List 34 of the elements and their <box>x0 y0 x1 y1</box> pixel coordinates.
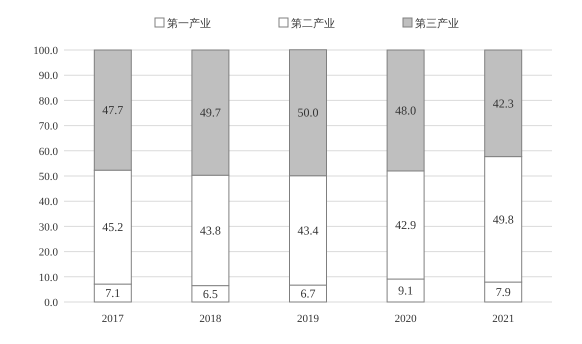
x-tick-label: 2021 <box>492 313 514 325</box>
x-tick-label: 2020 <box>394 313 418 325</box>
data-label: 7.9 <box>496 285 511 300</box>
y-tick-label: 100.0 <box>33 45 58 57</box>
data-label: 43.4 <box>298 223 318 238</box>
y-tick-label: 70.0 <box>38 120 58 133</box>
data-label: 43.8 <box>200 223 221 238</box>
data-label: 6.5 <box>202 286 218 301</box>
y-tick-label: 50.0 <box>38 171 58 183</box>
x-tick-label: 2019 <box>297 313 320 325</box>
data-label: 7.1 <box>105 286 120 300</box>
y-tick-label: 60.0 <box>38 146 58 158</box>
legend-label: 第三产业 <box>415 17 459 30</box>
data-label: 48.0 <box>395 103 416 118</box>
y-tick-label: 40.0 <box>38 196 58 208</box>
data-label: 45.2 <box>102 220 124 234</box>
y-tick-label: 20.0 <box>38 246 58 259</box>
y-tick-label: 0.0 <box>44 297 58 309</box>
x-tick-label: 2018 <box>199 313 222 325</box>
x-tick-label: 2017 <box>102 313 124 325</box>
data-label: 42.3 <box>492 96 514 110</box>
data-label: 9.1 <box>398 284 414 298</box>
legend-label: 第一产业 <box>167 17 211 30</box>
data-label: 6.7 <box>300 286 316 301</box>
data-label: 42.9 <box>395 218 416 232</box>
data-label: 47.7 <box>102 103 124 118</box>
data-label: 49.7 <box>200 106 221 120</box>
y-tick-label: 90.0 <box>38 70 58 82</box>
y-tick-label: 10.0 <box>38 272 58 284</box>
y-tick-label: 30.0 <box>38 221 58 234</box>
legend-label: 第二产业 <box>291 17 335 30</box>
data-label: 49.8 <box>492 212 514 226</box>
y-tick-label: 80.0 <box>38 95 58 108</box>
data-label: 50.0 <box>298 106 318 120</box>
